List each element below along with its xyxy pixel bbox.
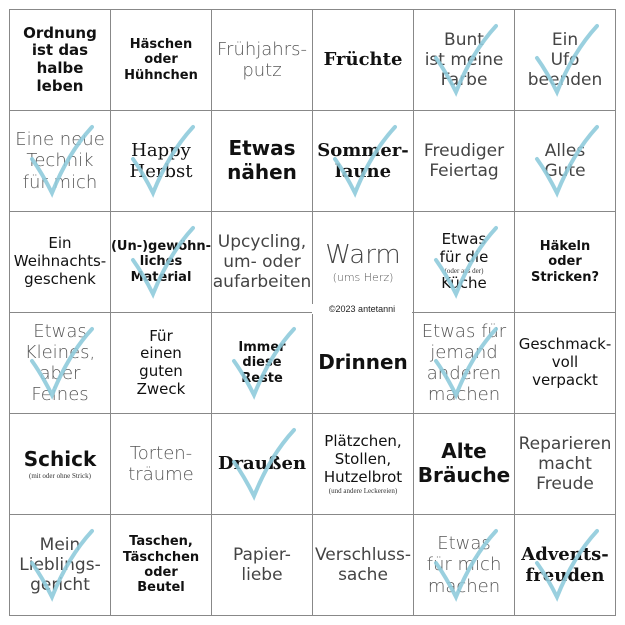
cell-text: Mein Lieblings- gericht <box>19 534 101 596</box>
bingo-cell[interactable]: Reparieren macht Freude <box>515 414 616 515</box>
cell-text: Frühjahrs- putz <box>217 38 307 81</box>
bingo-cell[interactable]: Draußen <box>212 414 313 515</box>
cell-text: Schick <box>23 447 97 472</box>
bingo-cell[interactable]: Etwas für die (oder aus der) Küche <box>414 212 515 313</box>
cell-text: Warm <box>325 240 401 271</box>
cell-text: Eine neue Technik für mich <box>15 129 105 193</box>
cell-text: Für einen guten Zweck <box>136 326 186 398</box>
bingo-cell[interactable]: Etwas nähen <box>212 111 313 212</box>
bingo-cell[interactable]: Früchte <box>313 10 414 111</box>
cell-text: Reparieren macht Freude <box>518 433 612 495</box>
cell-text: Etwas für mich machen <box>426 533 502 597</box>
bingo-cell[interactable]: Taschen, Täschchen oder Beutel <box>111 515 212 616</box>
cell-text: Früchte <box>323 49 403 71</box>
cell-subtext: (ums Herz) <box>332 270 394 284</box>
cell-text: Papier- liebe <box>233 544 291 585</box>
cell-text: Häschen oder Hühnchen <box>124 37 198 83</box>
cell-text: Happy Herbst <box>129 139 193 182</box>
bingo-cell[interactable]: Drinnen <box>313 313 414 414</box>
cell-text: Drinnen <box>318 350 408 375</box>
bingo-cell[interactable]: Bunt ist meine Farbe <box>414 10 515 111</box>
cell-text: Etwas nähen <box>227 136 297 184</box>
bingo-cell[interactable]: Alte Bräuche <box>414 414 515 515</box>
bingo-cell[interactable]: Für einen guten Zweck <box>111 313 212 414</box>
bingo-cell[interactable]: Etwas für jemand anderen machen <box>414 313 515 414</box>
bingo-cell[interactable]: Häschen oder Hühnchen <box>111 10 212 111</box>
cell-text: (Un-)gewöhn- liches Material <box>111 239 212 285</box>
bingo-cell[interactable]: Plätzchen, Stollen, Hutzelbrot (und ander… <box>313 414 414 515</box>
bingo-cell[interactable]: (Un-)gewöhn- liches Material <box>111 212 212 313</box>
cell-text: Häkeln oder Stricken? <box>530 239 600 285</box>
cell-text: Freudiger Feiertag <box>423 140 505 181</box>
bingo-cell[interactable]: Advents- freuden <box>515 515 616 616</box>
cell-text: Etwas Kleines, aber Feines <box>24 320 96 406</box>
bingo-cell[interactable]: Happy Herbst <box>111 111 212 212</box>
bingo-cell[interactable]: Etwas Kleines, aber Feines <box>10 313 111 414</box>
bingo-cell[interactable]: Etwas für mich machen <box>414 515 515 616</box>
cell-text: Verschluss- sache <box>314 544 412 585</box>
cell-text: Alles Gute <box>544 140 586 181</box>
bingo-cell[interactable]: Schick (mit oder ohne Strick) <box>10 414 111 515</box>
bingo-cell[interactable]: Frühjahrs- putz <box>212 10 313 111</box>
cell-text: Ein Ufo beenden <box>527 29 603 91</box>
cell-text: Immer diese Reste <box>238 340 286 386</box>
cell-text: Geschmack- voll verpackt <box>518 335 612 389</box>
cell-text: Sommer- laune <box>317 139 409 182</box>
cell-text: Bunt ist meine Farbe <box>424 29 504 91</box>
bingo-cell[interactable]: Häkeln oder Stricken? <box>515 212 616 313</box>
bingo-cell[interactable]: Geschmack- voll verpackt <box>515 313 616 414</box>
bingo-cell[interactable]: Ordnung ist das halbe leben <box>10 10 111 111</box>
cell-text: Ein Weihnachts- geschenk <box>13 234 107 288</box>
cell-text: Advents- freuden <box>521 543 609 586</box>
cell-text: Torten- träume <box>128 442 194 485</box>
cell-text: Etwas für jemand anderen machen <box>421 320 507 406</box>
cell-text: Upcycling, um- oder aufarbeiten <box>212 231 312 293</box>
bingo-cell[interactable]: Warm (ums Herz) <box>313 212 414 313</box>
cell-text: Ordnung ist das halbe leben <box>23 23 97 95</box>
bingo-cell[interactable]: Torten- träume <box>111 414 212 515</box>
cell-subtext: (mit oder ohne Strick) <box>28 471 91 480</box>
cell-text: Küche <box>441 273 487 292</box>
bingo-cell[interactable]: Freudiger Feiertag <box>414 111 515 212</box>
copyright-text: ©2023 antetanni <box>312 304 412 314</box>
bingo-cell[interactable]: Papier- liebe <box>212 515 313 616</box>
bingo-cell[interactable]: Alles Gute <box>515 111 616 212</box>
cell-text: Alte Bräuche <box>417 439 511 487</box>
cell-text: Taschen, Täschchen oder Beutel <box>122 534 200 596</box>
cell-text: Draußen <box>217 453 307 475</box>
bingo-cell[interactable]: Eine neue Technik für mich <box>10 111 111 212</box>
cell-text: Etwas für die <box>439 230 489 267</box>
bingo-cell[interactable]: Ein Ufo beenden <box>515 10 616 111</box>
bingo-cell[interactable]: Mein Lieblings- gericht <box>10 515 111 616</box>
bingo-cell[interactable]: Verschluss- sache <box>313 515 414 616</box>
bingo-cell[interactable]: Sommer- laune <box>313 111 414 212</box>
cell-text: Plätzchen, Stollen, Hutzelbrot <box>323 432 403 486</box>
bingo-cell[interactable]: Ein Weihnachts- geschenk <box>10 212 111 313</box>
bingo-cell[interactable]: Upcycling, um- oder aufarbeiten <box>212 212 313 313</box>
cell-subtext: (und andere Leckereien) <box>328 486 398 495</box>
bingo-cell[interactable]: Immer diese Reste <box>212 313 313 414</box>
